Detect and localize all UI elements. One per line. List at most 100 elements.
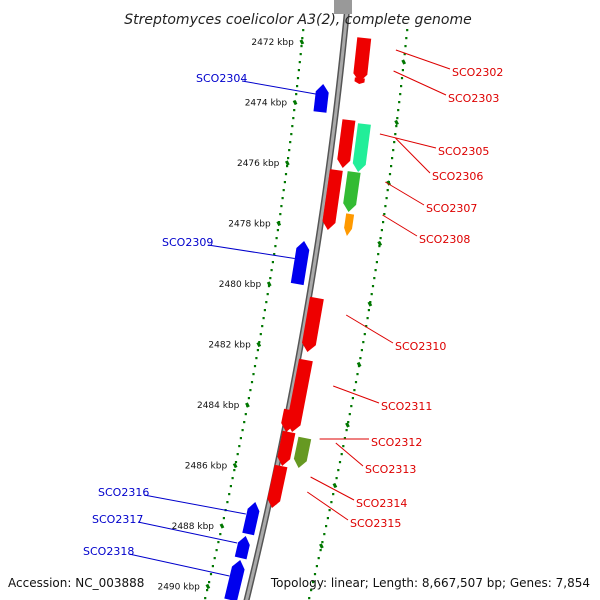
ruler-dot-left — [258, 341, 261, 344]
ruler-dot-left — [262, 317, 265, 320]
gene-label-sco2302[interactable]: SCO2302 — [452, 66, 503, 79]
gene-label-sco2312[interactable]: SCO2312 — [371, 436, 422, 449]
gene-label-sco2303[interactable]: SCO2303 — [448, 92, 499, 105]
gene-sco2312[interactable] — [277, 430, 296, 466]
callout-line-sco2315 — [307, 491, 349, 521]
gene-label-sco2311[interactable]: SCO2311 — [381, 400, 432, 413]
gene-sco2310[interactable] — [302, 296, 324, 352]
ruler-dot-left — [256, 349, 259, 352]
callout-line-sco2307 — [385, 181, 425, 206]
gene-sco2316[interactable] — [242, 502, 260, 536]
gene-sco2302[interactable] — [353, 37, 372, 82]
ruler-dot-left — [236, 453, 239, 456]
gene-label-sco2317[interactable]: SCO2317 — [92, 513, 143, 526]
gene-sco2318[interactable] — [224, 560, 245, 600]
ruler-dot-left — [234, 461, 238, 464]
callout-line-sco2311 — [333, 385, 380, 404]
ruler-dot-right — [340, 453, 343, 456]
ruler-dot-right — [397, 109, 400, 112]
ruler-dot-right — [400, 85, 403, 88]
ruler-dot-left — [289, 141, 292, 144]
ruler-tick-right — [332, 482, 338, 489]
callout-line-sco2318 — [128, 553, 230, 577]
ruler-dot-right — [390, 165, 393, 168]
ruler-dot-left — [249, 389, 252, 392]
map-title: Streptomyces coelicolor A3(2), complete … — [124, 12, 472, 28]
gene-label-sco2305[interactable]: SCO2305 — [438, 145, 489, 158]
gene-label-sco2309[interactable]: SCO2309 — [162, 236, 213, 249]
tick-label: 2490 kbp — [157, 583, 200, 593]
ruler-dot-left — [229, 485, 232, 488]
ruler-dot-left — [226, 501, 229, 504]
ruler-dot-left — [222, 517, 225, 520]
callout-line-sco2313 — [335, 442, 364, 467]
ruler-dot-left — [280, 205, 283, 208]
gene-sco2313[interactable] — [293, 436, 312, 468]
ruler-dot-left — [252, 373, 255, 376]
ruler-dot-left — [265, 301, 268, 304]
ruler-tick-right — [401, 59, 407, 65]
gene-label-sco2316[interactable]: SCO2316 — [98, 486, 149, 499]
gene-label-sco2310[interactable]: SCO2310 — [395, 340, 446, 353]
ruler-dot-left — [228, 493, 231, 496]
ruler-tick-left — [219, 523, 225, 529]
callout-line-sco2317 — [137, 521, 238, 544]
gene-sco2306[interactable] — [352, 123, 371, 172]
ruler-dot-right — [366, 317, 369, 320]
gene-sco2317[interactable] — [234, 536, 250, 560]
ruler-dot-left — [299, 53, 302, 56]
ruler-dot-right — [323, 533, 326, 536]
gene-sco2305[interactable] — [337, 119, 356, 168]
gene-sco2309[interactable] — [290, 241, 310, 286]
gene-sco2308[interactable] — [344, 213, 355, 236]
ruler-dot-right — [313, 573, 317, 576]
tick-label: 2484 kbp — [197, 401, 240, 411]
gene-sco2315[interactable] — [269, 497, 279, 506]
ruler-dot-right — [315, 565, 318, 568]
ruler-tick-left — [276, 220, 282, 227]
ruler-tick-left — [245, 402, 250, 408]
gene-sco2311[interactable] — [286, 358, 313, 432]
callout-line-sco2302 — [395, 49, 451, 70]
gene-label-sco2315[interactable]: SCO2315 — [350, 517, 401, 530]
backbone-highlight — [245, 0, 350, 600]
gene-label-sco2306[interactable]: SCO2306 — [432, 170, 483, 183]
gene-label-sco2307[interactable]: SCO2307 — [426, 202, 477, 215]
gene-label-sco2308[interactable]: SCO2308 — [419, 233, 470, 246]
ruler-dot-left — [204, 597, 207, 600]
ruler-dot-left — [231, 477, 234, 480]
gene-label-sco2304[interactable]: SCO2304 — [196, 72, 247, 85]
tick-label: 2476 kbp — [237, 159, 280, 169]
ruler-dot-right — [391, 157, 394, 160]
ruler-dot-right — [310, 589, 313, 592]
ruler-dot-right — [337, 469, 340, 472]
ruler-dot-left — [239, 437, 242, 440]
ruler-dot-right — [348, 413, 351, 416]
gene-sco2314[interactable] — [267, 464, 288, 508]
ruler-dot-left — [233, 469, 236, 472]
gene-sco2303[interactable] — [354, 77, 365, 84]
ruler-dot-right — [343, 437, 346, 440]
gene-label-sco2313[interactable]: SCO2313 — [365, 463, 416, 476]
ruler-dot-right — [386, 189, 389, 192]
genome-backbone — [243, 0, 352, 600]
ruler-dot-left — [288, 149, 291, 152]
ruler-dot-left — [284, 173, 288, 176]
ruler-dot-right — [379, 237, 382, 240]
gene-sco2307[interactable] — [343, 171, 361, 212]
ruler-dot-left — [263, 309, 266, 312]
gene-sco2304[interactable] — [313, 84, 329, 113]
ruler-dot-left — [297, 69, 300, 72]
ruler-dot-left — [286, 165, 289, 168]
ruler-dot-right — [388, 173, 392, 176]
ruler-dot-left — [281, 197, 284, 200]
gene-label-sco2314[interactable]: SCO2314 — [356, 497, 407, 510]
ruler-dot-left — [293, 109, 296, 112]
ruler-dot-right — [377, 253, 380, 256]
gene-segment[interactable] — [322, 169, 343, 230]
ruler-dot-right — [365, 325, 368, 328]
gene-label-sco2318[interactable]: SCO2318 — [83, 545, 134, 558]
callout-line-sco2306 — [395, 137, 431, 174]
ruler-dot-left — [261, 325, 264, 328]
ruler-dots — [204, 29, 409, 600]
